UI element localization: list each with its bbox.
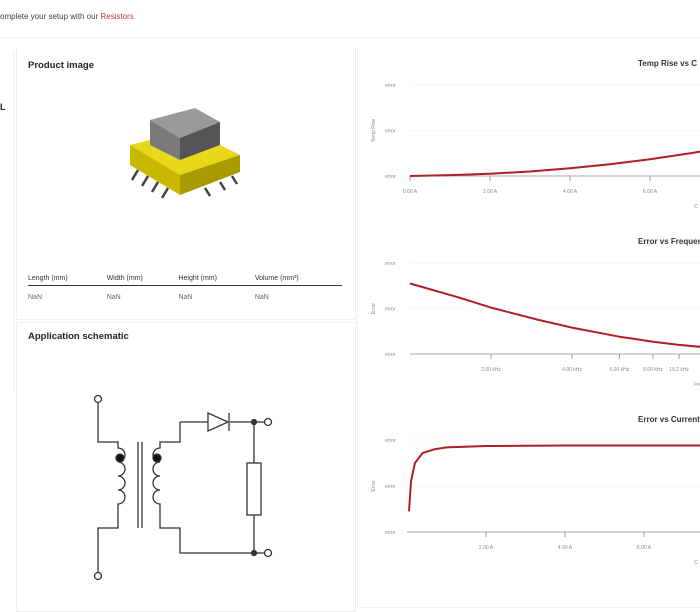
chart-title: Error vs Frequenc: [638, 237, 700, 246]
x-tick-label: 4.00 A: [558, 545, 573, 551]
temp-rise-chart: Temp Rise vs C error error error 0.00 A 2.00 …: [371, 59, 700, 210]
product-image-title: Product image: [28, 60, 94, 71]
series-line: [409, 150, 700, 177]
chart-title: Error vs Current a: [638, 415, 700, 424]
value-width: NaN: [106, 294, 121, 301]
banner: omplete your setup with our Resistors: [0, 0, 700, 38]
x-tick-label: 0.00 A: [403, 189, 418, 195]
product-image-panel: [16, 48, 356, 320]
header-volume: Volume (mm³): [254, 272, 342, 286]
x-tick-label: 6.00 A: [637, 545, 652, 551]
x-axis-label: C: [694, 204, 698, 210]
header-height: Height (mm): [178, 272, 255, 286]
error-vs-frequency-chart: Error vs Frequenc error error error 2.00 kHz…: [371, 237, 700, 388]
x-axis-label: Fre: [694, 382, 700, 388]
value-height: NaN: [178, 294, 193, 301]
dimensions-table: Length (mm) Width (mm) Height (mm) Volume (…: [28, 272, 342, 305]
y-tick-label: error: [385, 261, 396, 267]
left-column: L: [0, 52, 14, 392]
y-tick-label: error: [385, 484, 396, 490]
y-tick-label: error: [385, 530, 396, 536]
x-tick-label: 4.00 A: [563, 189, 578, 195]
value-volume: NaN: [254, 294, 269, 301]
x-tick-label: 2.00 A: [479, 545, 494, 551]
y-tick-label: error: [385, 129, 396, 135]
y-axis-label: Error: [371, 303, 377, 314]
schematic-title: Application schematic: [28, 331, 129, 342]
resistors-link[interactable]: Resistors: [100, 12, 134, 21]
y-axis-label: Error: [371, 480, 377, 491]
error-vs-current-chart: Error vs Current a error error error 2.00 A 4…: [371, 415, 700, 566]
y-tick-label: error: [385, 83, 396, 89]
table-row: NaN NaN NaN NaN: [28, 286, 342, 306]
product-image: [130, 108, 240, 199]
chart-title: Temp Rise vs C: [638, 59, 697, 68]
series-line: [409, 282, 700, 348]
y-axis-label: Temp Rise: [371, 118, 377, 142]
application-schematic: [93, 394, 273, 581]
value-length: NaN: [28, 294, 43, 301]
x-tick-label: 8.00 kHz: [643, 367, 663, 373]
y-tick-label: error: [385, 352, 396, 358]
y-tick-label: error: [385, 307, 396, 313]
left-column-text: L: [0, 102, 6, 112]
x-axis-label: C: [694, 560, 698, 566]
x-tick-label: 6.00 A: [643, 189, 658, 195]
x-tick-label: 2.00 A: [483, 189, 498, 195]
y-tick-label: error: [385, 174, 396, 180]
x-tick-label: 4.00 kHz: [562, 367, 582, 373]
series-line: [408, 444, 700, 512]
y-tick-label: error: [385, 438, 396, 444]
x-tick-label: 6.00 kHz: [610, 367, 630, 373]
header-width: Width (mm): [106, 272, 179, 286]
banner-text: omplete your setup with our Resistors: [0, 12, 134, 21]
x-tick-label: 2.00 kHz: [481, 367, 501, 373]
header-length: Length (mm): [28, 272, 107, 286]
x-tick-label: 10.2 kHz: [669, 367, 689, 373]
